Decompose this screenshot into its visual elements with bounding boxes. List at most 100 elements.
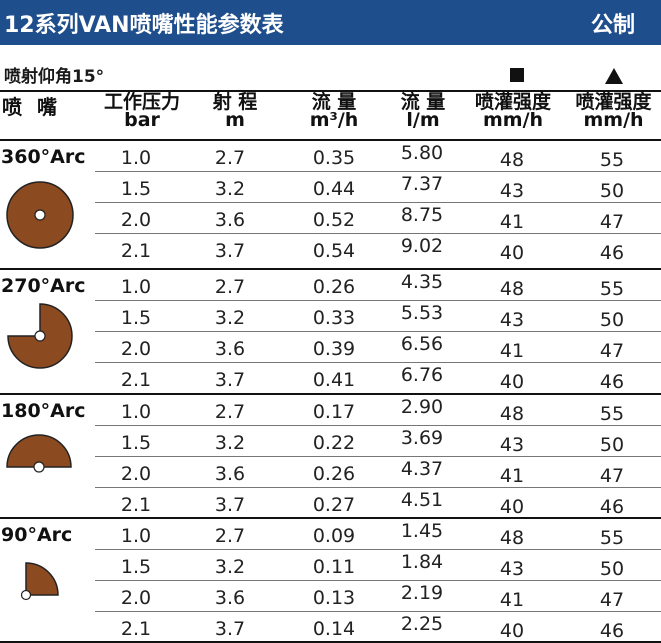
flow-m3-cell: 0.26 (312, 276, 356, 298)
precip-square-cell: 48 (499, 149, 525, 171)
precip-triangle-cell: 47 (599, 589, 625, 611)
row-rule (95, 611, 661, 612)
triangle-icon (605, 68, 623, 84)
row-rule (95, 487, 661, 488)
precip-square-cell: 41 (499, 211, 525, 233)
full-circle-arc-icon (5, 180, 75, 254)
half-circle-arc-icon (3, 432, 75, 478)
precip-triangle-cell: 50 (599, 309, 625, 331)
radius-cell: 2.7 (214, 147, 246, 169)
flow-lm-cell: 9.02 (400, 235, 444, 257)
flow-m3-cell: 0.33 (312, 307, 356, 329)
flow-lm-cell: 7.37 (400, 173, 444, 195)
three-quarter-arc-icon (4, 300, 76, 376)
radius-cell: 3.6 (214, 338, 246, 360)
precip-square-cell: 40 (499, 496, 525, 518)
row-rule (95, 425, 661, 426)
radius-cell: 2.7 (214, 525, 246, 547)
precip-triangle-cell: 47 (599, 340, 625, 362)
precip-square-cell: 43 (499, 558, 525, 580)
flow-lm-cell: 2.19 (400, 582, 444, 604)
flow-m3-cell: 0.39 (312, 338, 356, 360)
row-rule (95, 549, 661, 550)
flow-m3-cell: 0.13 (312, 587, 356, 609)
precip-square-cell: 43 (499, 309, 525, 331)
pressure-cell: 1.0 (120, 401, 152, 423)
pressure-cell: 1.5 (120, 556, 152, 578)
col-header-flow-m3: 流 量 m³/h (288, 91, 380, 131)
group-rule (0, 139, 661, 141)
flow-lm-cell: 1.45 (400, 520, 444, 542)
flow-m3-cell: 0.35 (312, 147, 356, 169)
precip-square-cell: 43 (499, 180, 525, 202)
col-header-precip-square-unit: mm/h (482, 109, 544, 131)
flow-lm-cell: 1.84 (400, 551, 444, 573)
flow-m3-cell: 0.26 (312, 463, 356, 485)
unit-label: 公制 (590, 13, 635, 38)
precip-triangle-cell: 55 (599, 149, 625, 171)
precip-square-cell: 41 (499, 340, 525, 362)
col-header-pressure: 工作压力 bar (92, 93, 192, 130)
flow-lm-cell: 3.69 (400, 427, 444, 449)
pressure-cell: 2.1 (120, 240, 152, 262)
precip-square-cell: 40 (499, 242, 525, 264)
pressure-cell: 2.1 (120, 369, 152, 391)
row-rule (95, 331, 661, 332)
row-rule (95, 580, 661, 581)
precip-triangle-cell: 46 (599, 496, 625, 518)
precip-triangle-cell: 47 (599, 465, 625, 487)
flow-m3-cell: 0.17 (312, 401, 356, 423)
flow-lm-cell: 4.35 (400, 271, 444, 293)
flow-m3-cell: 0.54 (312, 240, 356, 262)
col-header-flow-lm-unit: l/m (406, 109, 440, 131)
table-bottom-rule (0, 641, 661, 643)
row-rule (95, 362, 661, 363)
radius-cell: 2.7 (214, 276, 246, 298)
arc-label: 360°Arc (1, 146, 86, 168)
precip-square-cell: 40 (499, 620, 525, 642)
radius-cell: 3.6 (214, 209, 246, 231)
flow-lm-cell: 2.25 (400, 613, 444, 635)
precip-triangle-cell: 50 (599, 180, 625, 202)
flow-lm-cell: 2.90 (400, 396, 444, 418)
flow-m3-cell: 0.22 (312, 432, 356, 454)
precip-triangle-cell: 55 (599, 527, 625, 549)
precip-triangle-cell: 55 (599, 278, 625, 300)
col-header-precip-square-label: 喷灌强度 (474, 91, 551, 113)
flow-lm-cell: 6.56 (400, 333, 444, 355)
precip-square-cell: 48 (499, 527, 525, 549)
col-header-flow-m3-unit: m³/h (309, 109, 359, 131)
flow-lm-cell: 5.80 (400, 142, 444, 164)
precip-square-cell: 40 (499, 371, 525, 393)
arc-label: 90°Arc (1, 524, 73, 546)
precip-triangle-cell: 46 (599, 242, 625, 264)
flow-m3-cell: 0.09 (312, 525, 356, 547)
flow-m3-cell: 0.52 (312, 209, 356, 231)
row-rule (95, 456, 661, 457)
col-header-precip-triangle: 喷灌强度 mm/h (566, 93, 661, 131)
radius-cell: 3.7 (214, 369, 246, 391)
pressure-cell: 1.0 (120, 276, 152, 298)
radius-cell: 3.2 (214, 178, 246, 200)
precip-triangle-cell: 46 (599, 371, 625, 393)
group-rule (0, 268, 661, 270)
flow-m3-cell: 0.44 (312, 178, 356, 200)
radius-cell: 3.7 (214, 618, 246, 640)
pressure-cell: 2.0 (120, 338, 152, 360)
col-header-precip-triangle-unit: mm/h (583, 109, 644, 131)
precip-triangle-cell: 46 (599, 620, 625, 642)
precip-triangle-cell: 47 (599, 211, 625, 233)
title-bar: 12系列VAN喷嘴性能参数表 公制 (0, 0, 661, 45)
pressure-cell: 1.0 (120, 525, 152, 547)
flow-lm-cell: 4.51 (400, 489, 444, 511)
pressure-cell: 2.0 (120, 587, 152, 609)
row-rule (95, 171, 661, 172)
radius-cell: 2.7 (214, 401, 246, 423)
col-header-flow-m3-label: 流 量 (311, 91, 357, 113)
radius-cell: 3.7 (214, 240, 246, 262)
radius-cell: 3.6 (214, 587, 246, 609)
pressure-cell: 1.5 (120, 307, 152, 329)
col-header-radius-label: 射 程 (212, 91, 258, 113)
flow-m3-cell: 0.11 (312, 556, 356, 578)
radius-cell: 3.2 (214, 556, 246, 578)
